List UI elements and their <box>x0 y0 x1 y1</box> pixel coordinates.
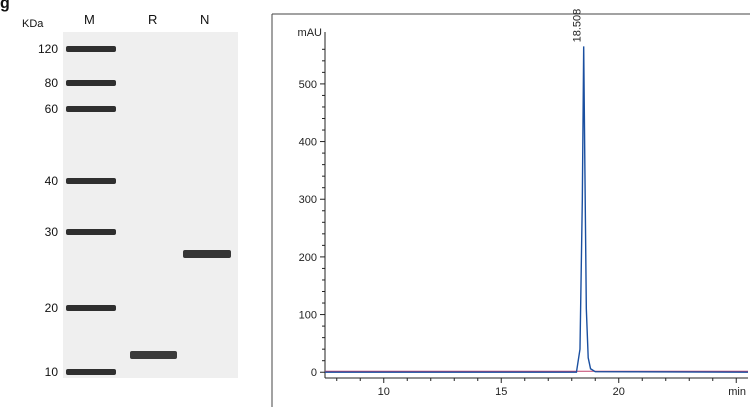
mw-label-20: 20 <box>44 301 58 315</box>
y-unit-label: mAU <box>298 27 323 39</box>
marker-band-60 <box>66 106 116 112</box>
x-tick-label: 20 <box>613 386 625 398</box>
y-tick-label: 300 <box>299 194 317 206</box>
marker-band-120 <box>66 46 116 52</box>
marker-band-20 <box>66 305 116 311</box>
gel-background <box>63 32 238 378</box>
lane-label-r: R <box>148 12 158 27</box>
marker-band-80 <box>66 80 116 86</box>
mw-label-120: 120 <box>37 42 58 56</box>
mw-label-80: 80 <box>44 76 58 90</box>
gel-unit-label: KDa <box>22 18 44 30</box>
sample-band-r <box>130 351 177 359</box>
x-tick-label: 10 <box>378 386 390 398</box>
lane-label-n: N <box>200 12 210 27</box>
lane-label-m: M <box>84 12 95 27</box>
figure-letter: g <box>0 0 10 12</box>
y-tick-label: 0 <box>311 367 317 379</box>
y-tick-label: 200 <box>299 252 317 264</box>
chromatogram-trace <box>325 46 749 373</box>
x-unit-label: min <box>728 386 746 398</box>
sample-band-n <box>183 250 231 258</box>
mw-label-40: 40 <box>44 174 58 188</box>
mw-label-10: 10 <box>44 365 58 379</box>
marker-band-40 <box>66 178 116 184</box>
mw-label-60: 60 <box>44 102 58 116</box>
y-tick-label: 100 <box>299 310 317 322</box>
x-tick-label: 15 <box>495 386 507 398</box>
peak-label: 18.508 <box>572 9 584 43</box>
mw-label-30: 30 <box>44 225 58 239</box>
marker-band-30 <box>66 229 116 235</box>
y-tick-label: 500 <box>299 79 317 91</box>
marker-band-10 <box>66 369 116 375</box>
y-tick-label: 400 <box>299 137 317 149</box>
